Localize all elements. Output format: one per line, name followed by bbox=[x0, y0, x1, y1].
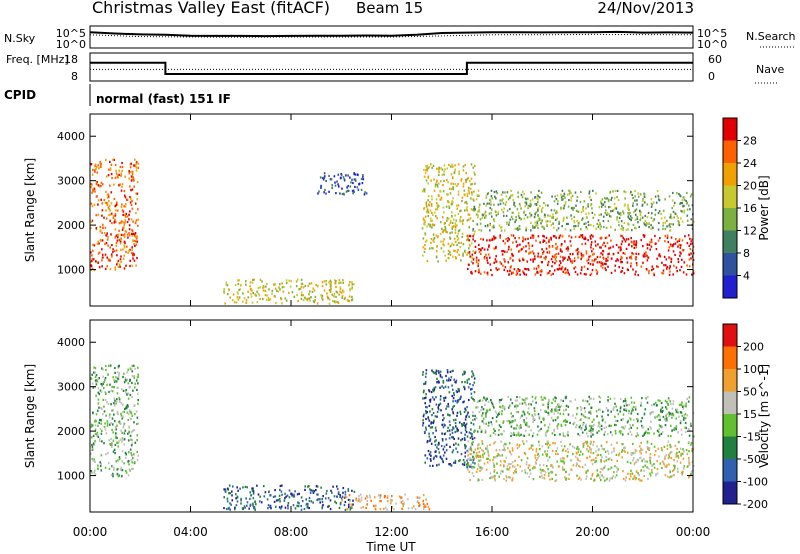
colorbar-tick-label: 15 bbox=[743, 408, 757, 421]
colorbar-tick-label: -100 bbox=[743, 476, 768, 489]
power-x-ticks bbox=[89, 114, 694, 306]
velocity-region-5 bbox=[472, 395, 695, 438]
velocity-y-ticks: 1000 2000 3000 4000 bbox=[57, 336, 693, 483]
velocity-scatter-regions bbox=[90, 364, 695, 511]
power-y-ticks: 1000 2000 3000 4000 bbox=[57, 130, 693, 277]
power-region-2 bbox=[317, 172, 368, 196]
y-tick-label: 3000 bbox=[57, 175, 85, 188]
colorbar-swatch bbox=[723, 481, 737, 505]
x-tick-label: 20:00 bbox=[575, 525, 610, 539]
colorbar-swatch bbox=[723, 118, 737, 141]
colorbar-swatch bbox=[723, 459, 737, 482]
colorbar-tick-label: 24 bbox=[743, 157, 757, 170]
colorbar-swatch bbox=[723, 414, 737, 437]
velocity-region-1 bbox=[223, 484, 356, 511]
velocity-region-3 bbox=[422, 369, 476, 469]
freq-left-tick-bottom: 8 bbox=[71, 70, 78, 83]
noise-right-label: N.Search bbox=[746, 30, 796, 43]
colorbar-swatch bbox=[723, 185, 737, 209]
y-tick-label: 2000 bbox=[57, 219, 85, 232]
colorbar-tick-label: 200 bbox=[743, 341, 764, 354]
y-tick-label: 2000 bbox=[57, 425, 85, 438]
colorbar-swatch bbox=[723, 275, 737, 299]
freq-left-label: Freq. [MHz] bbox=[6, 53, 69, 66]
freq-right-tick-bottom: 0 bbox=[708, 70, 715, 83]
colorbar-swatch bbox=[723, 140, 737, 164]
figure-title: Christmas Valley East (fitACF) bbox=[92, 0, 330, 17]
colorbar-tick-label: 50 bbox=[743, 386, 757, 399]
velocity-region-2 bbox=[341, 493, 431, 511]
velocity-colorbar-label-text: Velocity [m s^-1] bbox=[757, 364, 771, 468]
velocity-region-4 bbox=[467, 440, 695, 483]
colorbar-tick-label: -50 bbox=[743, 453, 761, 466]
colorbar-tick-label: -200 bbox=[743, 498, 768, 511]
power-colorbar: 28 24 20 16 12 8 4 bbox=[722, 117, 757, 299]
power-colorbar-label: Power [dB] bbox=[757, 175, 771, 240]
y-tick-label: 4000 bbox=[57, 336, 85, 349]
power-region-4 bbox=[466, 234, 695, 277]
colorbar-swatch bbox=[723, 208, 737, 231]
power-region-1 bbox=[223, 278, 355, 305]
power-region-3 bbox=[421, 163, 476, 263]
noise-sky-line bbox=[89, 30, 694, 38]
y-tick-label: 1000 bbox=[57, 264, 85, 277]
colorbar-swatch bbox=[723, 346, 737, 370]
power-region-0 bbox=[90, 158, 140, 272]
x-axis-label: Time UT bbox=[365, 540, 416, 554]
colorbar-swatch bbox=[723, 391, 737, 415]
frequency-panel: Freq. [MHz] 18 8 60 0 Nave bbox=[6, 52, 784, 84]
noise-left-tick-bottom: 10^0 bbox=[56, 38, 86, 51]
colorbar-tick-label: 4 bbox=[743, 270, 750, 283]
colorbar-tick-label: -15 bbox=[743, 431, 761, 444]
x-tick-label: 16:00 bbox=[475, 525, 510, 539]
velocity-colorbar-label: Velocity [m s^-1] bbox=[757, 364, 771, 468]
beam-label: Beam 15 bbox=[356, 0, 423, 17]
power-region-5 bbox=[472, 189, 695, 232]
noise-right-tick-top: 10^5 bbox=[697, 27, 727, 40]
y-tick-label: 4000 bbox=[57, 130, 85, 143]
x-tick-label: 04:00 bbox=[173, 525, 208, 539]
nave-label: Nave bbox=[756, 63, 784, 76]
velocity-region-0 bbox=[90, 364, 140, 478]
noise-left-label: N.Sky bbox=[4, 32, 36, 45]
colorbar-swatch bbox=[723, 253, 737, 276]
date-label: 24/Nov/2013 bbox=[597, 0, 694, 17]
cpid-text: normal (fast) 151 IF bbox=[96, 92, 231, 106]
x-tick-label: 00:00 bbox=[676, 525, 711, 539]
colorbar-tick-label: 20 bbox=[743, 180, 757, 193]
colorbar-swatch bbox=[723, 324, 737, 347]
power-scatter-regions bbox=[90, 158, 695, 305]
freq-right-tick-top: 60 bbox=[708, 53, 722, 66]
power-frame bbox=[89, 113, 694, 307]
noise-panel: N.Sky 10^5 10^0 10^5 10^0 N.Search bbox=[4, 25, 796, 51]
velocity-panel: 1000 2000 3000 4000 00:00 04:00 08:00 12:00 16:… bbox=[23, 319, 771, 539]
colorbar-tick-label: 12 bbox=[743, 225, 757, 238]
frequency-line bbox=[90, 61, 693, 75]
colorbar-tick-label: 16 bbox=[743, 202, 757, 215]
noise-left-tick-top: 10^5 bbox=[56, 27, 86, 40]
y-tick-label: 1000 bbox=[57, 470, 85, 483]
cpid-label: CPID bbox=[4, 88, 36, 102]
x-tick-label: 12:00 bbox=[374, 525, 409, 539]
velocity-y-axis-label: Slant Range [km] bbox=[23, 364, 37, 468]
y-tick-label: 3000 bbox=[57, 381, 85, 394]
colorbar-swatch bbox=[723, 230, 737, 254]
velocity-colorbar: 200 100 50 15 -15 -50 -100 -200 bbox=[722, 323, 768, 511]
noise-right-tick-bottom: 10^0 bbox=[697, 38, 727, 51]
colorbar-tick-label: 100 bbox=[743, 363, 764, 376]
x-tick-label: 00:00 bbox=[73, 525, 108, 539]
x-tick-label: 08:00 bbox=[274, 525, 309, 539]
colorbar-tick-label: 28 bbox=[743, 135, 757, 148]
colorbar-swatch bbox=[723, 163, 737, 186]
colorbar-swatch bbox=[723, 369, 737, 392]
colorbar-tick-label: 8 bbox=[743, 247, 750, 260]
power-panel: 1000 2000 3000 4000 Slant Range [km] 28 24 20… bbox=[23, 113, 771, 307]
freq-left-tick-top: 18 bbox=[64, 53, 78, 66]
colorbar-swatch bbox=[723, 436, 737, 460]
velocity-x-ticks: 00:00 04:00 08:00 12:00 16:00 20:00 00:00 bbox=[73, 320, 711, 539]
power-y-axis-label: Slant Range [km] bbox=[23, 158, 37, 262]
